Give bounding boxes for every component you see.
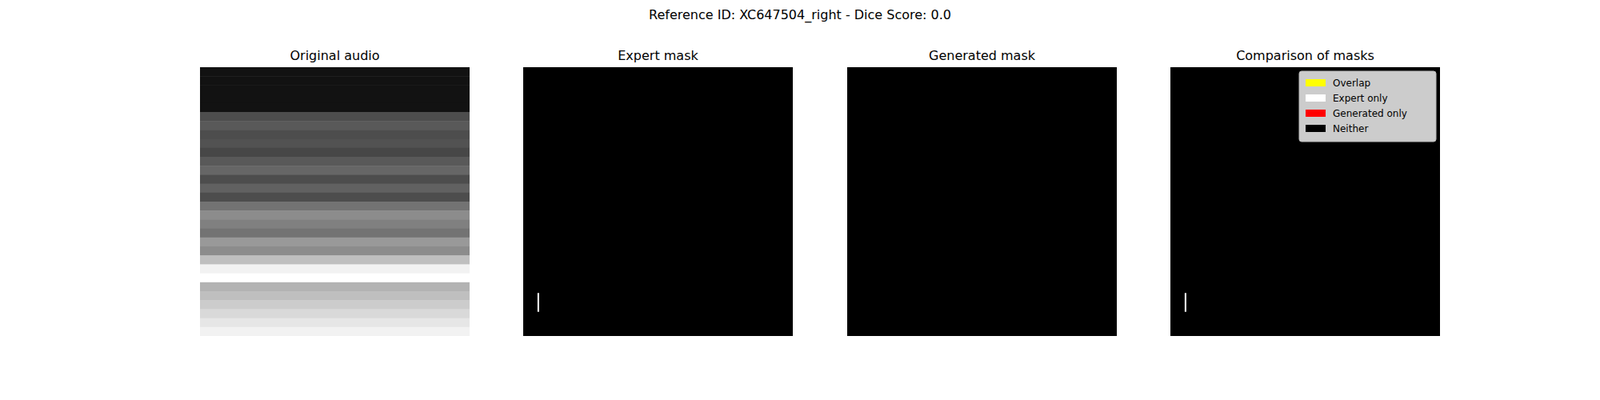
legend-swatch xyxy=(1305,94,1326,102)
heatmap-cell xyxy=(200,148,470,158)
heatmap-cell xyxy=(200,327,470,336)
panel-title: Generated mask xyxy=(928,48,1036,64)
heatmap-cell xyxy=(200,291,470,301)
figure-title: Reference ID: XC647504_right - Dice Scor… xyxy=(648,7,952,24)
legend-label: Overlap xyxy=(1332,77,1371,89)
heatmap-cell xyxy=(200,174,470,184)
panel-title: Expert mask xyxy=(617,48,699,64)
panel-title: Comparison of masks xyxy=(1236,48,1375,64)
heatmap-cell xyxy=(200,120,470,131)
heatmap-cell xyxy=(200,129,470,140)
heatmap-cell xyxy=(200,67,470,77)
heatmap-cell xyxy=(200,255,470,265)
background xyxy=(1170,67,1440,336)
heatmap-cell xyxy=(200,273,470,284)
background xyxy=(847,67,1117,336)
legend-label: Expert only xyxy=(1332,92,1388,104)
heatmap-cell xyxy=(200,300,470,310)
heatmap-cell xyxy=(200,282,470,292)
heatmap-cell xyxy=(200,94,470,104)
background xyxy=(523,67,793,336)
panel: Original audio xyxy=(200,48,470,337)
heatmap-cell xyxy=(200,219,470,229)
mask-region xyxy=(537,292,540,312)
legend-swatch xyxy=(1305,124,1326,132)
heatmap-cell xyxy=(200,237,470,248)
heatmap-cell xyxy=(200,308,470,319)
plot-area xyxy=(847,67,1117,336)
legend-swatch xyxy=(1305,109,1326,117)
heatmap-cell xyxy=(200,246,470,256)
heatmap-cell xyxy=(200,156,470,167)
panel: Comparison of masks Overlap Expert only Gen… xyxy=(1170,48,1440,336)
heatmap-cell xyxy=(200,84,470,95)
mask-region xyxy=(1184,292,1187,312)
plot-area xyxy=(200,67,470,336)
plot-area xyxy=(523,67,793,336)
legend: Overlap Expert only Generated only Neither xyxy=(1299,71,1436,142)
legend-label: Neither xyxy=(1332,123,1368,135)
heatmap-cell xyxy=(200,318,470,328)
figure: Reference ID: XC647504_right - Dice Scor… xyxy=(0,0,1600,400)
legend-swatch xyxy=(1305,79,1326,87)
plot-area xyxy=(1170,67,1440,336)
heatmap-cell xyxy=(200,112,470,122)
panel-title: Original audio xyxy=(289,48,380,64)
heatmap-cell xyxy=(200,103,470,113)
panel: Generated mask xyxy=(847,48,1117,336)
heatmap-cell xyxy=(200,184,470,194)
legend-box xyxy=(1299,71,1436,142)
heatmap-cell xyxy=(200,139,470,149)
heatmap-cell xyxy=(200,165,470,176)
panel: Expert mask xyxy=(523,48,793,336)
heatmap-cell xyxy=(200,192,470,203)
heatmap-cell xyxy=(200,228,470,239)
heatmap-cell xyxy=(200,201,470,212)
heatmap-cell xyxy=(200,76,470,86)
heatmap-cell xyxy=(200,264,470,274)
heatmap-cell xyxy=(200,210,470,220)
legend-label: Generated only xyxy=(1332,108,1408,120)
